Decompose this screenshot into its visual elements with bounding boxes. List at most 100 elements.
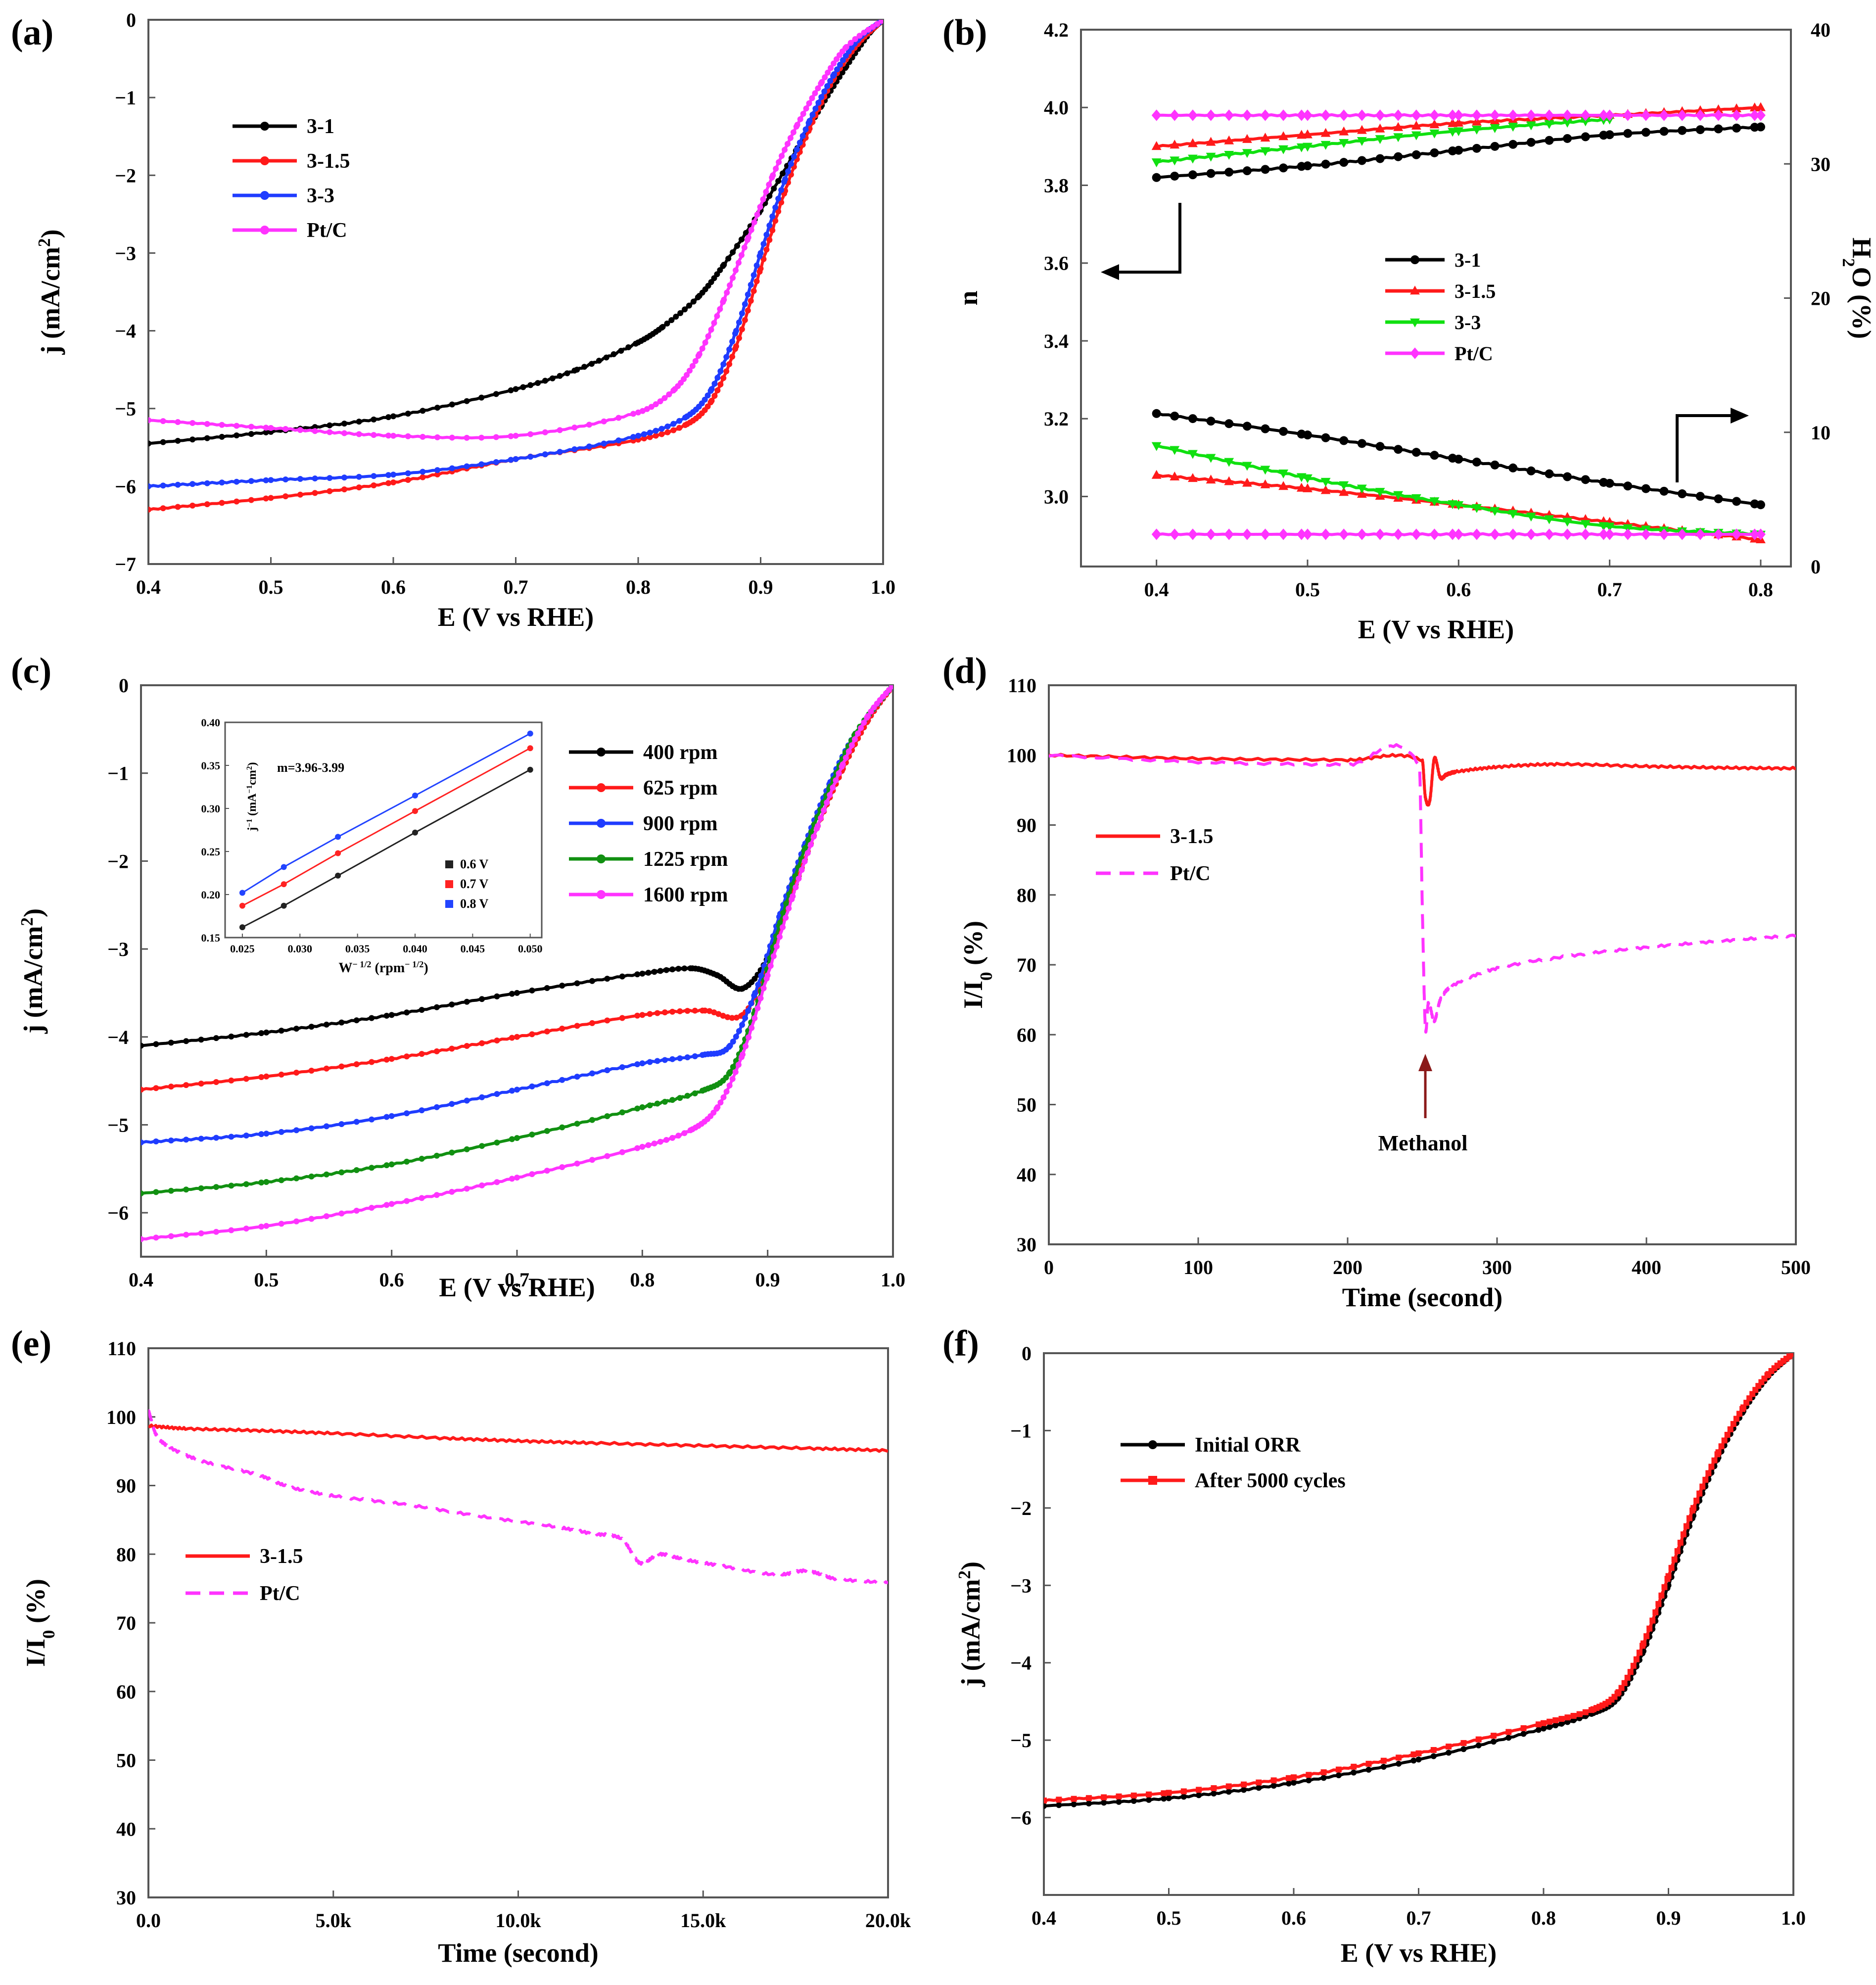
panel-f-point-after-5000-cycles [1306, 1772, 1312, 1778]
panel-c-point-400-rpm [651, 969, 657, 975]
panel-c-point-1225-rpm [730, 1064, 736, 1070]
panel-b-point-pt-c [1393, 528, 1404, 540]
panel-a-point-3-1 [581, 364, 588, 370]
panel-f-point-after-5000-cycles [1636, 1650, 1642, 1656]
panel-a-point-3-3 [282, 476, 289, 483]
panel-c-point-1600-rpm [404, 1198, 410, 1204]
panel-d-legend-label-3-1-5: 3-1.5 [1170, 825, 1214, 848]
panel-b-point-3-3 [1320, 477, 1331, 487]
panel-f-ytick-label: −4 [1010, 1652, 1032, 1674]
panel-a-point-3-3 [542, 451, 548, 458]
panel-c-point-900-rpm [338, 1121, 345, 1128]
panel-b-point-pt-c [1206, 528, 1216, 540]
panel-a-point-pt-c [268, 425, 274, 431]
panel-c-point-625-rpm [263, 1073, 270, 1080]
panel-f-point-after-5000-cycles [1552, 1717, 1559, 1723]
panel-a-ytick-label: −6 [115, 475, 136, 498]
panel-f-point-after-5000-cycles [1460, 1740, 1467, 1746]
panel-f-xtick-label: 0.9 [1656, 1907, 1681, 1929]
panel-a-point-3-1-5 [736, 335, 742, 341]
panel-a-point-3-3 [791, 153, 797, 160]
panel-a-point-3-1 [557, 373, 563, 379]
panel-c-point-1225-rpm [383, 1162, 390, 1169]
panel-b-point-pt-c [1677, 528, 1688, 540]
panel-c-point-625-rpm [574, 1023, 580, 1029]
panel-a-point-3-3 [248, 478, 254, 484]
panel-b-point-3-3 [1260, 147, 1270, 156]
panel-d-xtick-label: 200 [1333, 1256, 1362, 1278]
panel-f-point-after-5000-cycles [1677, 1540, 1684, 1546]
panel-f-point-after-5000-cycles [1690, 1505, 1696, 1511]
panel-a-point-3-1-5 [327, 488, 333, 494]
panel-f-point-after-5000-cycles [1724, 1431, 1731, 1438]
panel-a-point-3-1 [341, 421, 347, 427]
panel-a-point-3-1 [717, 267, 723, 274]
panel-c-point-1600-rpm [353, 1207, 360, 1214]
panel-a-point-3-3 [204, 480, 210, 486]
panel-a-point-3-1-5 [766, 236, 773, 243]
panel-f-point-after-5000-cycles [1564, 1714, 1571, 1721]
panel-f-point-after-5000-cycles [1535, 1721, 1542, 1728]
panel-f-ytick-label: −5 [1010, 1729, 1032, 1751]
panel-a-point-3-3 [434, 467, 441, 473]
panel-a-point-3-3 [148, 483, 151, 489]
panel-a-point-3-1 [734, 242, 740, 249]
panel-b-point-pt-c [1695, 109, 1705, 121]
panel-f-point-initial-orr [1196, 1792, 1202, 1798]
panel-b-point-pt-c [1224, 109, 1234, 121]
panel-f-ytick-label: −6 [1010, 1807, 1032, 1829]
panel-c-point-1600-rpm [213, 1229, 219, 1235]
panel-e-xtick-label: 15.0k [680, 1909, 726, 1932]
panel-a-point-pt-c [730, 275, 736, 281]
panel-f-point-initial-orr [1044, 1803, 1047, 1809]
panel-f-point-after-5000-cycles [1727, 1426, 1734, 1432]
panel-b-point-pt-c [1411, 109, 1421, 121]
panel-c-point-900-rpm [198, 1135, 204, 1142]
panel-a-point-pt-c [405, 433, 411, 439]
panel-c-point-1225-rpm [514, 1135, 520, 1141]
panel-b-point-3-1 [1545, 136, 1554, 145]
panel-c-point-1225-rpm [589, 1117, 595, 1123]
panel-a-point-3-1-5 [708, 398, 715, 404]
panel-c-point-900-rpm [619, 1064, 625, 1070]
panel-f-point-initial-orr [1365, 1766, 1372, 1773]
panel-b-point-3-1 [1659, 486, 1669, 496]
panel-b-xtick-label: 0.5 [1295, 578, 1320, 601]
panel-b-point-3-3 [1526, 121, 1536, 131]
panel-d-ytick-label: 80 [1017, 884, 1036, 906]
panel-c-ytick-label: −2 [107, 850, 129, 872]
panel-a-point-3-3 [385, 472, 392, 478]
panel-f-point-after-5000-cycles [1630, 1662, 1637, 1669]
panel-b-point-pt-c [1375, 528, 1385, 540]
panel-b-right-axis-arrowhead [1731, 408, 1749, 424]
panel-c-point-400-rpm [681, 965, 688, 972]
panel-c-point-1225-rpm [805, 837, 811, 843]
panel-a-point-3-1 [535, 380, 541, 386]
panel-f-point-after-5000-cycles [1541, 1720, 1547, 1726]
panel-c-point-900-rpm [153, 1138, 159, 1144]
panel-c-point-1600-rpm [645, 1142, 652, 1148]
panel-b-point-3-1 [1545, 469, 1554, 478]
panel-c-point-625-rpm [706, 1008, 713, 1014]
panel-c-point-625-rpm [647, 1011, 653, 1017]
panel-f-point-initial-orr [1101, 1799, 1107, 1806]
panel-a-point-pt-c [434, 434, 441, 440]
panel-f-point-after-5000-cycles [1446, 1744, 1452, 1750]
panel-c-point-400-rpm [634, 971, 641, 978]
panel-a-point-3-3 [824, 83, 831, 90]
panel-c-point-625-rpm [720, 1013, 726, 1019]
panel-d-ytick-label: 40 [1017, 1164, 1036, 1186]
panel-f-point-after-5000-cycles [1721, 1437, 1728, 1444]
panel-b-point-pt-c [1713, 109, 1724, 121]
panel-c-point-1600-rpm [369, 1205, 375, 1211]
panel-b-point-3-3 [1472, 504, 1482, 513]
panel-c-point-400-rpm [449, 1001, 455, 1008]
panel-c-point-1600-rpm [815, 823, 821, 829]
panel-b-plot-area [1151, 102, 1766, 543]
panel-f-point-initial-orr [1085, 1800, 1092, 1807]
panel-c-point-1225-rpm [168, 1187, 174, 1194]
panel-c-point-900-rpm [733, 1034, 739, 1040]
panel-a-point-3-1 [574, 367, 580, 373]
panel-f-point-after-5000-cycles [1686, 1515, 1692, 1521]
panel-c-inset-legend-label-0-7-v: 0.7 V [460, 877, 489, 891]
